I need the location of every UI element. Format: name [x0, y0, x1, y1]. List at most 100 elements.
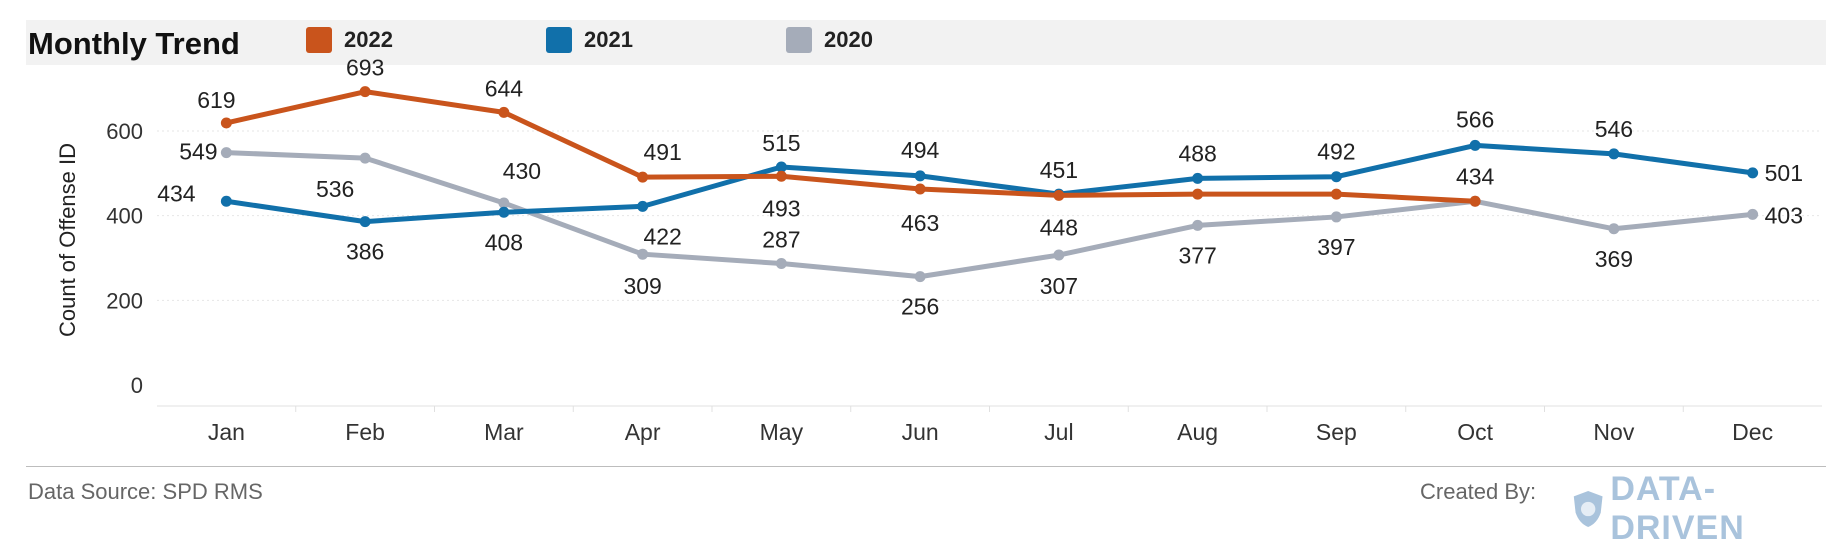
y-axis-title: Count of Offense ID [55, 143, 80, 337]
data-label-2020: 403 [1765, 202, 1803, 228]
data-point-2020 [1747, 208, 1759, 220]
x-tick-label: Feb [345, 419, 385, 445]
footer-divider [26, 466, 1826, 467]
data-point-2022 [498, 106, 510, 118]
data-label-2022: 491 [643, 139, 681, 165]
x-tick-label: May [760, 419, 804, 445]
data-source-text: Data Source: SPD RMS [28, 479, 263, 504]
data-label-2021: 434 [157, 180, 196, 206]
data-label-2022: 619 [197, 87, 235, 113]
legend-swatch-2022 [306, 27, 332, 53]
data-label-2022: 448 [1040, 214, 1078, 240]
data-point-2022 [1192, 188, 1204, 200]
data-point-2021 [1608, 148, 1620, 160]
data-point-2021 [1192, 172, 1204, 184]
data-label-2020: 369 [1595, 246, 1633, 272]
x-tick-label: Jan [208, 419, 245, 445]
y-tick-label: 200 [106, 288, 143, 313]
data-label-2022: 644 [485, 75, 524, 101]
data-label-2020: 307 [1040, 273, 1078, 299]
data-point-2022 [914, 183, 926, 195]
data-point-2021 [220, 195, 232, 207]
data-label-2022: 493 [762, 195, 800, 221]
data-label-2022: 693 [346, 55, 384, 81]
x-tick-label: Sep [1316, 419, 1357, 445]
data-point-2021 [1469, 139, 1481, 151]
x-tick-label: Nov [1593, 419, 1634, 445]
data-point-2022 [359, 86, 371, 98]
series-line-2021 [223, 142, 1756, 225]
legend-item-2021[interactable]: 2021 [546, 25, 633, 55]
chart-title: Monthly Trend [28, 26, 240, 61]
series-line-2022 [223, 89, 1478, 204]
data-label-2020: 536 [316, 176, 354, 202]
legend-swatch-2020 [786, 27, 812, 53]
data-label-2021: 451 [1040, 157, 1078, 183]
data-label-2020: 434 [1456, 163, 1495, 189]
x-tick-label: Jun [902, 419, 939, 445]
y-tick-label: 0 [131, 373, 143, 398]
data-label-2022: 463 [901, 210, 939, 236]
data-label-2020: 397 [1317, 234, 1355, 260]
data-point-2022 [1469, 195, 1481, 207]
data-point-2022 [637, 171, 649, 183]
data-label-2021: 566 [1456, 106, 1494, 132]
data-point-2021 [914, 170, 926, 182]
x-tick-label: Oct [1457, 419, 1493, 445]
data-label-2021: 488 [1178, 140, 1216, 166]
line-chart: 0 200 400 600 Jan Feb Mar Apr May Jun Jul Aug Sep Oct… [55, 55, 1822, 445]
created-by-text: Created By: [1420, 479, 1537, 504]
data-point-2021 [359, 216, 371, 228]
logo-text: DATA-DRIVEN [1610, 470, 1745, 547]
data-label-2020: 430 [503, 158, 541, 184]
data-label-2021: 408 [485, 229, 523, 255]
legend-item-2022[interactable]: 2022 [306, 25, 393, 55]
y-tick-label: 400 [106, 204, 143, 229]
police-badge-icon [1573, 491, 1603, 527]
chart-header: Monthly Trend 2022 2021 2020 [26, 20, 1826, 65]
data-label-2021: 386 [346, 239, 384, 265]
data-driven-logo: DATA-DRIVEN [1572, 470, 1826, 548]
data-point-2020 [637, 248, 649, 260]
x-tick-label: Mar [484, 419, 524, 445]
data-point-2020 [1608, 223, 1620, 235]
data-point-2020 [1330, 211, 1342, 223]
legend-label-2020: 2020 [824, 27, 873, 52]
data-point-2021 [637, 200, 649, 212]
data-point-2020 [359, 152, 371, 164]
data-point-2020 [1192, 219, 1204, 231]
data-label-2021: 492 [1317, 139, 1355, 165]
data-point-2021 [1747, 167, 1759, 179]
data-point-2022 [1053, 189, 1065, 201]
data-label-2021: 515 [762, 130, 800, 156]
x-tick-label: Dec [1732, 419, 1773, 445]
data-point-2021 [498, 206, 510, 218]
data-label-2020: 287 [762, 227, 800, 253]
data-label-2020: 549 [179, 139, 217, 165]
data-point-2020 [914, 271, 926, 283]
legend-item-2020[interactable]: 2020 [786, 25, 873, 55]
y-tick-label: 600 [106, 119, 143, 144]
data-point-2022 [220, 117, 232, 129]
data-label-2021: 422 [643, 223, 681, 249]
legend-swatch-2021 [546, 27, 572, 53]
x-tick-label: Jul [1044, 419, 1073, 445]
data-label-2021: 494 [901, 137, 940, 163]
legend-label-2022: 2022 [344, 27, 393, 52]
data-point-2020 [775, 258, 787, 270]
data-label-2020: 309 [623, 273, 661, 299]
data-point-2020 [1053, 249, 1065, 261]
data-point-2020 [220, 147, 232, 159]
data-label-2020: 256 [901, 294, 939, 320]
data-point-2021 [1330, 171, 1342, 183]
data-point-2020 [498, 197, 510, 209]
legend-label-2021: 2021 [584, 27, 633, 52]
x-tick-label: Aug [1177, 419, 1218, 445]
data-point-2021 [775, 161, 787, 173]
data-label-2020: 377 [1178, 242, 1216, 268]
data-label-2021: 501 [1765, 160, 1803, 186]
series-line-2020 [223, 150, 1756, 280]
x-tick-label: Apr [625, 419, 661, 445]
data-point-2022 [775, 170, 787, 182]
data-label-2021: 546 [1595, 116, 1633, 142]
